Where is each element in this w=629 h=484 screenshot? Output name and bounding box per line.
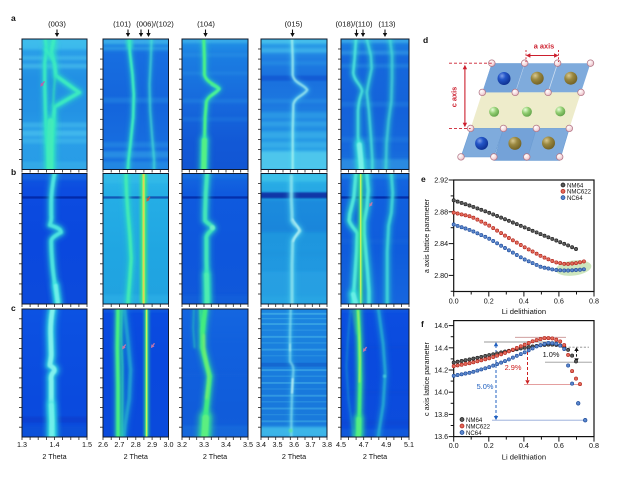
svg-text:2 Theta: 2 Theta (363, 452, 387, 461)
svg-text:3.2: 3.2 (177, 440, 187, 449)
svg-text:NMC622: NMC622 (567, 189, 592, 196)
svg-text:0.0: 0.0 (449, 297, 459, 306)
svg-text:1.5: 1.5 (82, 440, 92, 449)
svg-text:0.4: 0.4 (519, 297, 529, 306)
svg-text:3.8: 3.8 (322, 440, 332, 449)
svg-text:14.4: 14.4 (434, 343, 448, 352)
svg-text:(113): (113) (378, 20, 396, 29)
svg-text:2 Theta: 2 Theta (282, 452, 306, 461)
svg-text:d: d (423, 35, 428, 45)
svg-text:(003): (003) (48, 20, 66, 29)
svg-text:(006)/(102): (006)/(102) (136, 20, 174, 29)
svg-text:4.7: 4.7 (359, 440, 369, 449)
svg-text:3.5: 3.5 (243, 440, 253, 449)
svg-text:(101): (101) (113, 20, 131, 29)
svg-text:c: c (11, 303, 16, 313)
svg-text:4.9: 4.9 (381, 440, 391, 449)
svg-text:14.0: 14.0 (434, 388, 448, 397)
svg-text:2.84: 2.84 (434, 239, 448, 248)
svg-text:a: a (11, 13, 16, 23)
svg-text:NC64: NC64 (466, 430, 482, 437)
svg-text:3.0: 3.0 (164, 440, 174, 449)
svg-text:2.92: 2.92 (434, 176, 448, 185)
svg-text:2.88: 2.88 (434, 207, 448, 216)
svg-text:0.8: 0.8 (589, 441, 599, 450)
svg-text:(104): (104) (197, 20, 215, 29)
svg-text:2 Theta: 2 Theta (203, 452, 227, 461)
svg-text:NM64: NM64 (466, 417, 483, 424)
svg-text:0.6: 0.6 (554, 441, 564, 450)
svg-text:13.6: 13.6 (434, 432, 448, 441)
svg-text:1.4: 1.4 (50, 440, 60, 449)
svg-text:3.3: 3.3 (199, 440, 209, 449)
svg-text:NC64: NC64 (567, 195, 583, 202)
svg-text:13.8: 13.8 (434, 410, 448, 419)
svg-text:c axis lattice parameter: c axis lattice parameter (422, 341, 431, 416)
svg-text:2 Theta: 2 Theta (42, 452, 66, 461)
svg-text:(018)/(110): (018)/(110) (335, 20, 372, 29)
svg-text:2.9%: 2.9% (505, 363, 522, 372)
svg-text:2.6: 2.6 (98, 440, 108, 449)
svg-text:3.6: 3.6 (289, 440, 299, 449)
svg-text:2.9: 2.9 (147, 440, 157, 449)
svg-text:(015): (015) (285, 20, 303, 29)
svg-text:2.7: 2.7 (114, 440, 124, 449)
svg-text:a axis lattice parameter: a axis lattice parameter (422, 198, 431, 273)
svg-text:Li delithiation: Li delithiation (502, 307, 546, 316)
svg-text:3.5: 3.5 (273, 440, 283, 449)
svg-text:f: f (421, 319, 424, 329)
svg-text:3.7: 3.7 (306, 440, 316, 449)
svg-text:3.4: 3.4 (221, 440, 231, 449)
svg-text:3.4: 3.4 (256, 440, 266, 449)
svg-text:1.3: 1.3 (17, 440, 27, 449)
svg-text:0.4: 0.4 (519, 441, 529, 450)
svg-text:2 Theta: 2 Theta (124, 452, 148, 461)
svg-text:NM64: NM64 (567, 182, 584, 189)
svg-text:0.0: 0.0 (449, 441, 459, 450)
svg-text:14.6: 14.6 (434, 321, 448, 330)
svg-text:0.2: 0.2 (484, 297, 494, 306)
svg-text:2.80: 2.80 (434, 271, 448, 280)
svg-text:0.8: 0.8 (589, 297, 599, 306)
svg-text:0.2: 0.2 (484, 441, 494, 450)
svg-text:NMC622: NMC622 (466, 423, 491, 430)
svg-text:14.2: 14.2 (434, 366, 448, 375)
svg-text:Li delithiation: Li delithiation (502, 453, 546, 462)
svg-text:c axis: c axis (450, 87, 459, 108)
svg-text:5.0%: 5.0% (477, 382, 494, 391)
svg-text:2.8: 2.8 (131, 440, 141, 449)
svg-text:b: b (11, 167, 16, 177)
svg-text:5.1: 5.1 (404, 440, 414, 449)
svg-text:0.6: 0.6 (554, 297, 564, 306)
svg-text:4.5: 4.5 (336, 440, 346, 449)
svg-text:e: e (421, 174, 426, 184)
svg-text:1.0%: 1.0% (543, 350, 560, 359)
svg-text:a axis: a axis (534, 42, 555, 51)
